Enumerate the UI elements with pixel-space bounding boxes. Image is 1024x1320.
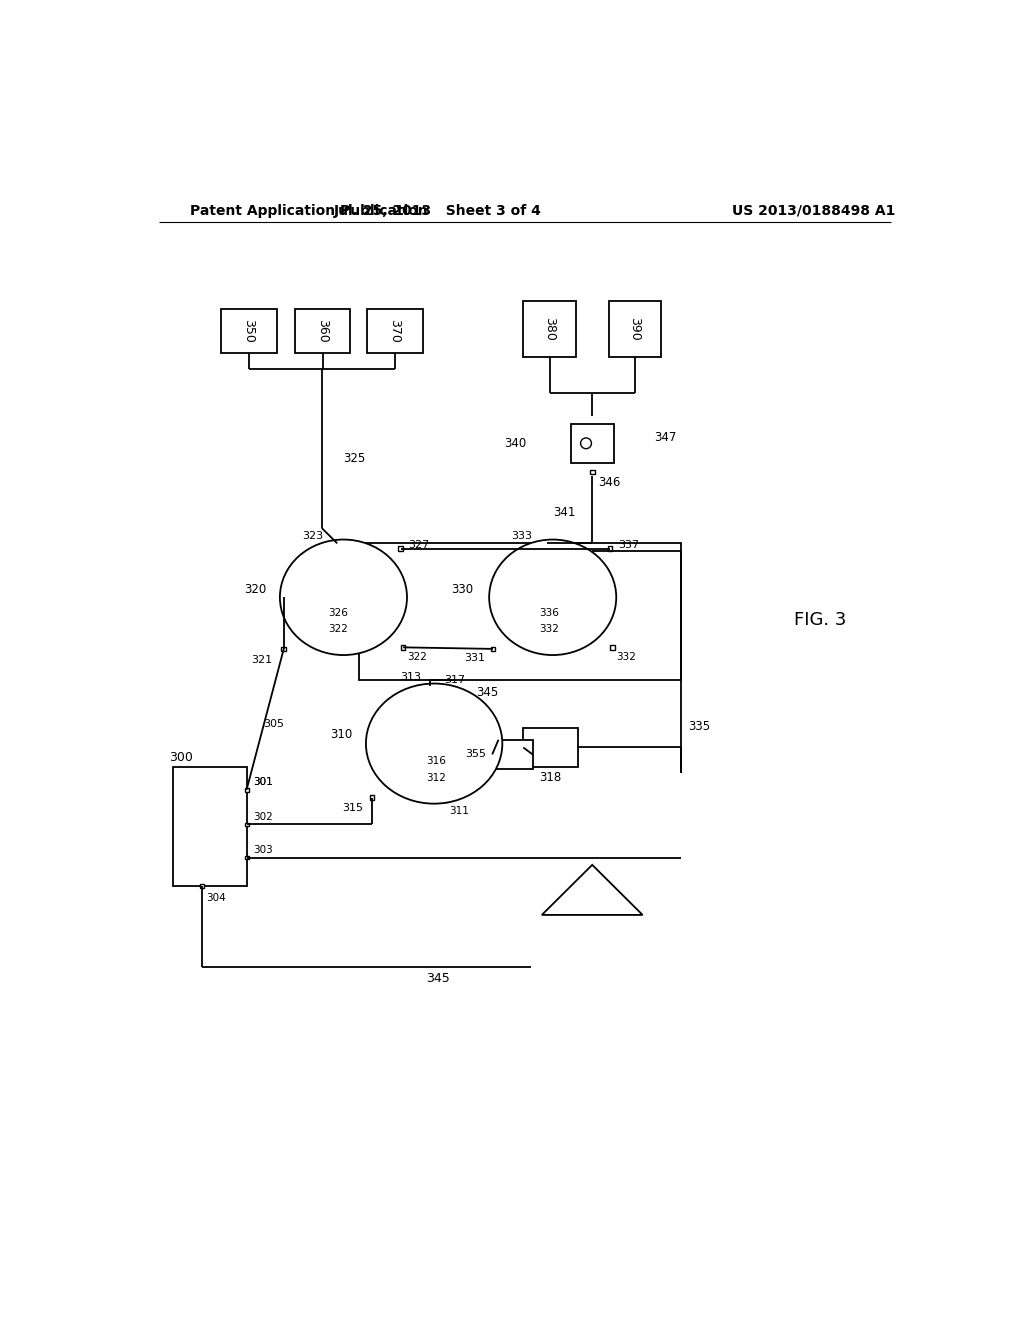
Text: 302: 302 — [253, 812, 272, 822]
Circle shape — [581, 438, 592, 449]
Text: US 2013/0188498 A1: US 2013/0188498 A1 — [732, 203, 896, 218]
Bar — [610, 645, 614, 649]
Text: 341: 341 — [553, 506, 575, 519]
Text: 350: 350 — [243, 319, 255, 343]
Text: 345: 345 — [426, 972, 450, 985]
Bar — [221, 309, 276, 354]
Text: 332: 332 — [539, 624, 559, 634]
Bar — [370, 795, 375, 800]
Bar — [398, 546, 403, 552]
Bar — [314, 576, 354, 619]
Bar — [400, 645, 406, 649]
Text: 336: 336 — [539, 607, 559, 618]
Text: 346: 346 — [598, 475, 621, 488]
Bar — [544, 541, 549, 545]
Text: 347: 347 — [654, 430, 677, 444]
Bar — [590, 470, 595, 474]
Bar — [201, 884, 205, 888]
Text: 310: 310 — [330, 727, 352, 741]
Circle shape — [514, 593, 523, 602]
Bar — [408, 718, 453, 768]
Bar — [245, 788, 249, 792]
Text: FIG. 3: FIG. 3 — [795, 611, 847, 630]
Bar — [497, 738, 501, 742]
Text: 320: 320 — [244, 583, 266, 597]
Text: 390: 390 — [629, 317, 641, 341]
Text: 335: 335 — [688, 721, 711, 733]
Bar — [428, 684, 432, 688]
Ellipse shape — [489, 540, 616, 655]
Text: 305: 305 — [263, 719, 285, 730]
Text: 321: 321 — [251, 656, 272, 665]
Text: 327: 327 — [409, 540, 430, 550]
Text: 318: 318 — [540, 771, 561, 784]
Text: 313: 313 — [400, 672, 421, 681]
Circle shape — [396, 738, 407, 748]
Text: 303: 303 — [253, 845, 272, 855]
Text: 340: 340 — [504, 437, 526, 450]
Text: 300: 300 — [169, 751, 193, 764]
Bar — [282, 647, 286, 651]
Bar — [607, 546, 612, 552]
Text: 333: 333 — [512, 531, 532, 541]
Text: 331: 331 — [464, 653, 485, 663]
Text: 311: 311 — [450, 805, 469, 816]
Text: 370: 370 — [388, 319, 401, 343]
Text: 312: 312 — [427, 774, 446, 783]
Bar — [335, 541, 340, 545]
Text: 330: 330 — [452, 583, 474, 597]
Bar — [367, 309, 423, 354]
Text: Jul. 25, 2013   Sheet 3 of 4: Jul. 25, 2013 Sheet 3 of 4 — [334, 203, 542, 218]
Text: 322: 322 — [328, 624, 348, 634]
Text: 355: 355 — [465, 750, 486, 759]
Text: 345: 345 — [476, 685, 499, 698]
Bar — [443, 797, 449, 803]
Text: 380: 380 — [543, 317, 556, 341]
Text: 315: 315 — [342, 804, 362, 813]
Text: 316: 316 — [427, 755, 446, 766]
Text: 317: 317 — [444, 675, 465, 685]
Text: 325: 325 — [343, 453, 366, 465]
Bar — [523, 301, 575, 358]
Ellipse shape — [366, 684, 503, 804]
Bar — [490, 647, 496, 651]
Text: 337: 337 — [617, 540, 639, 550]
Bar — [493, 739, 532, 770]
Text: 332: 332 — [616, 652, 636, 661]
Ellipse shape — [280, 540, 407, 655]
Text: 326: 326 — [328, 607, 348, 618]
Bar — [571, 424, 613, 462]
Text: 360: 360 — [316, 319, 329, 343]
Text: 304: 304 — [206, 892, 226, 903]
Bar — [173, 767, 247, 886]
Bar — [608, 301, 662, 358]
Bar — [524, 576, 565, 619]
Text: 322: 322 — [407, 652, 427, 661]
Text: 301: 301 — [253, 777, 272, 787]
Bar — [295, 309, 350, 354]
Bar — [245, 855, 249, 859]
Circle shape — [303, 593, 312, 602]
Text: 323: 323 — [302, 531, 324, 541]
Bar — [359, 544, 681, 681]
Bar — [245, 822, 249, 826]
Bar — [523, 729, 578, 767]
Text: Patent Application Publication: Patent Application Publication — [190, 203, 428, 218]
Text: 301: 301 — [253, 777, 272, 787]
